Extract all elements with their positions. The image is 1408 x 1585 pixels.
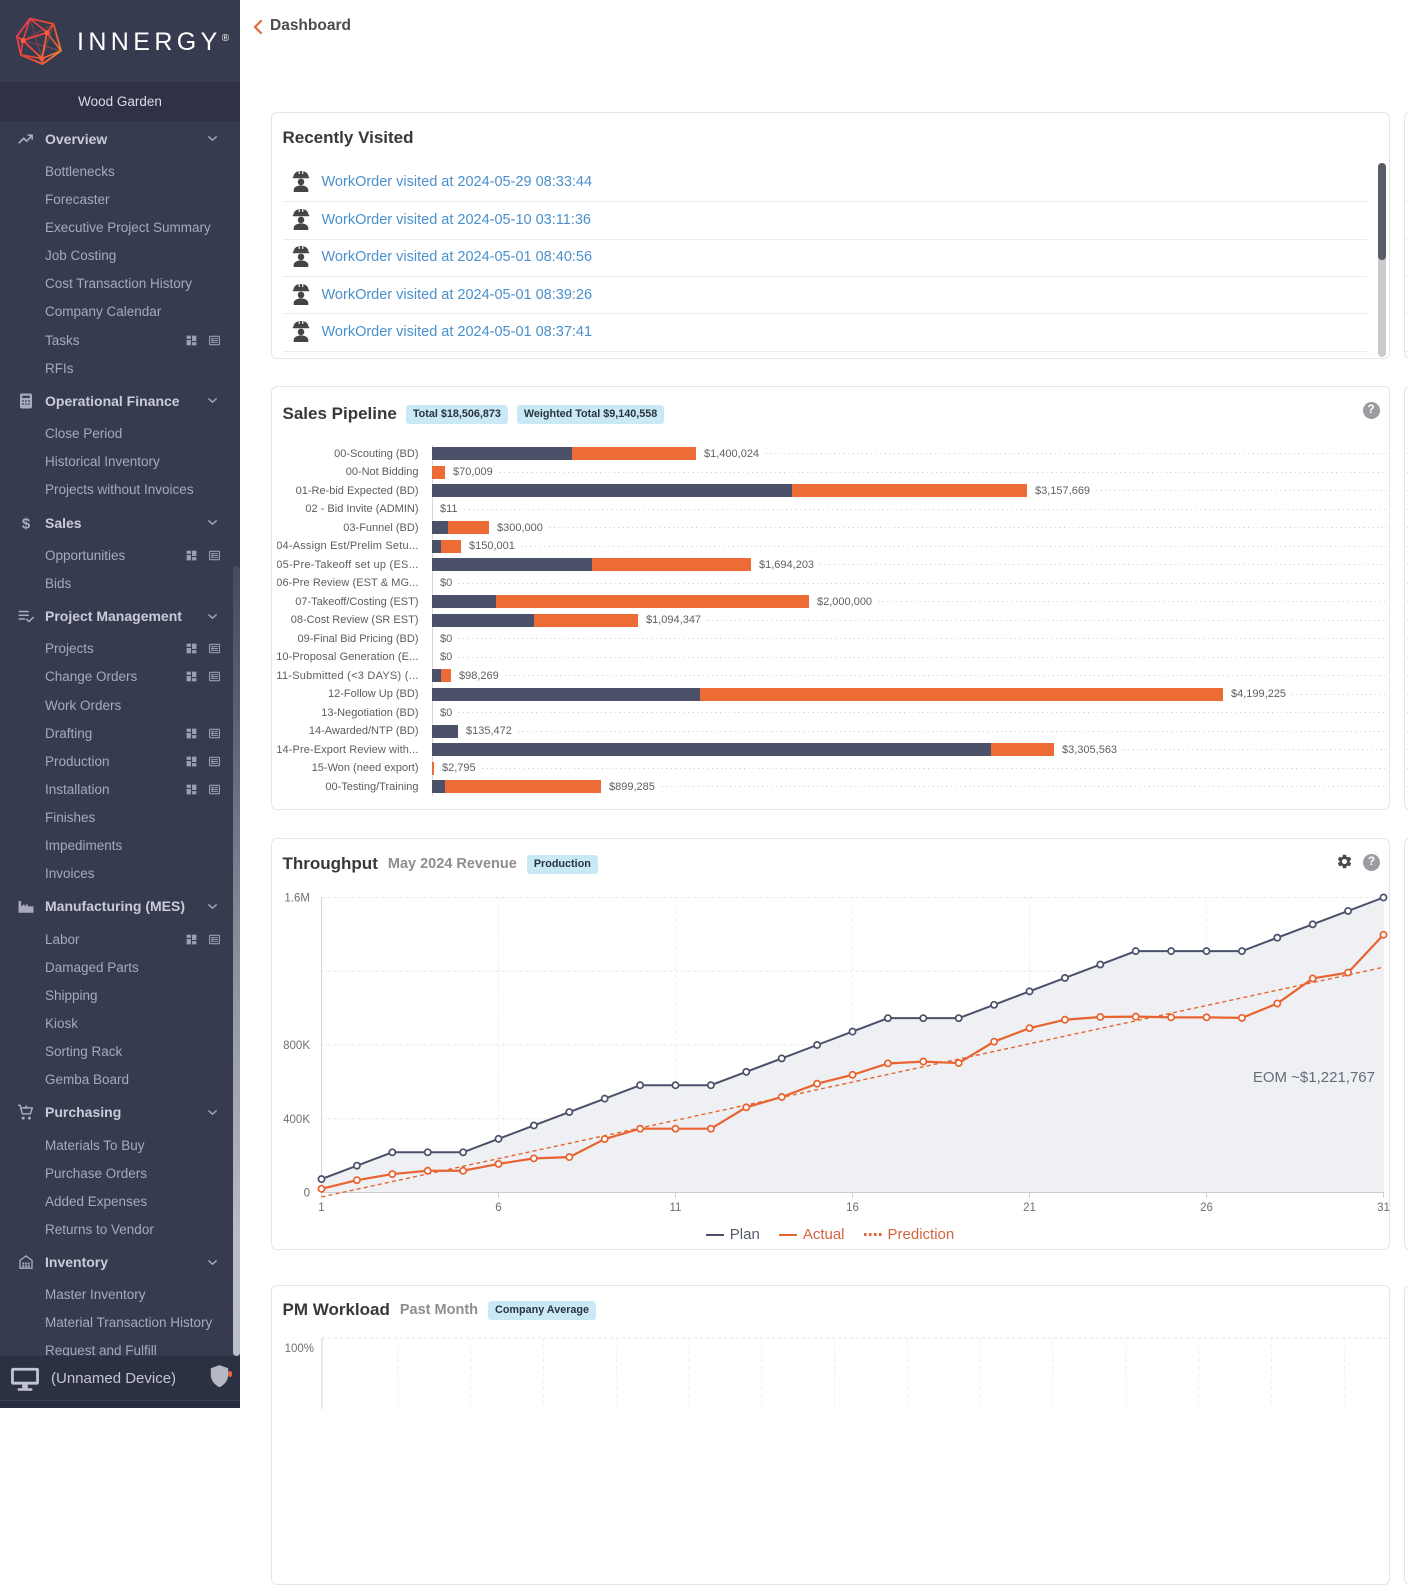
svg-text:26: 26 — [1200, 1202, 1213, 1214]
svg-text:400K: 400K — [283, 1114, 310, 1126]
svg-text:1: 1 — [318, 1202, 324, 1214]
svg-text:100%: 100% — [284, 1343, 313, 1355]
svg-text:1.6M: 1.6M — [284, 893, 310, 905]
svg-text:11: 11 — [669, 1202, 681, 1214]
svg-text:21: 21 — [1023, 1202, 1036, 1214]
svg-text:31: 31 — [1377, 1202, 1390, 1214]
svg-text:800K: 800K — [283, 1040, 310, 1052]
svg-text:EOM ~$1,221,767: EOM ~$1,221,767 — [1252, 1069, 1374, 1086]
svg-text:6: 6 — [495, 1202, 501, 1214]
svg-text:$: $ — [22, 515, 31, 532]
svg-text:16: 16 — [846, 1202, 859, 1214]
svg-text:0: 0 — [303, 1188, 309, 1200]
